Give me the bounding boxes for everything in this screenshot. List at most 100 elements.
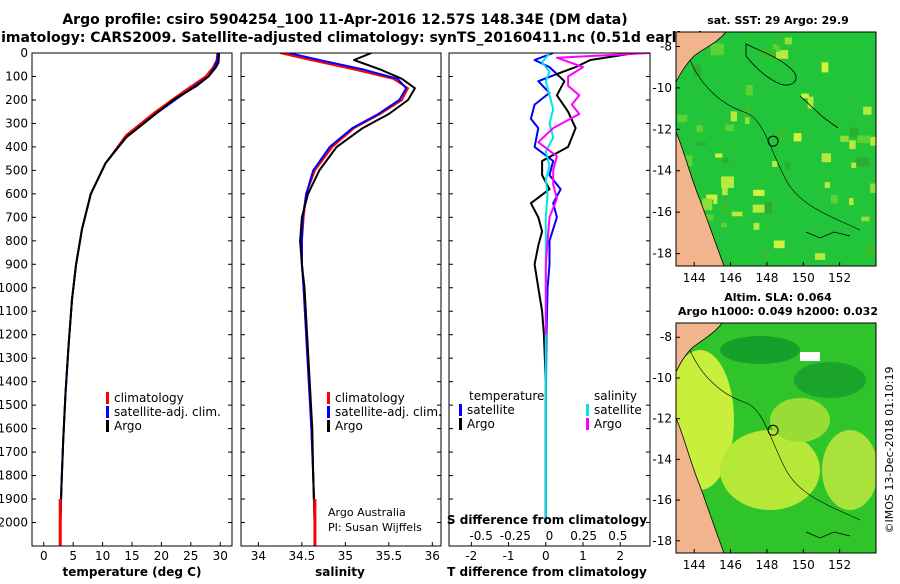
- x-tick-label: 20: [154, 549, 169, 563]
- x-tick-label: 1: [579, 549, 587, 563]
- depth-tick-label: 1200: [0, 328, 28, 342]
- sst-cell: [745, 105, 751, 118]
- temperature-ticks: 0 5 10 15 20 25 30: [32, 52, 232, 563]
- legend-title-salinity: salinity: [594, 389, 637, 403]
- sst-cell: [821, 62, 829, 73]
- sst-map-reef-outline: [799, 95, 839, 129]
- map-x-tick-label: 152: [828, 271, 851, 285]
- sla-map-title-1: Altim. SLA: 0.064: [724, 291, 832, 304]
- x-tick-label: 0: [542, 549, 550, 563]
- sla-map-land-north: [676, 323, 723, 373]
- sla-blob-3: [770, 398, 830, 442]
- depth-tick-label: 1100: [0, 304, 28, 318]
- legend-swatch: [459, 404, 462, 416]
- s-tick-label: -0.25: [500, 529, 531, 543]
- series-line-climatology: [279, 53, 409, 535]
- legend-swatch: [106, 420, 109, 432]
- sst-cell: [763, 251, 769, 260]
- sst-cell: [863, 106, 872, 115]
- s-tick-label: 0.5: [608, 529, 627, 543]
- sst-cell: [721, 223, 727, 228]
- legend-label: Argo: [114, 419, 142, 433]
- sst-cell: [715, 153, 723, 158]
- depth-tick-label: 1400: [0, 375, 28, 389]
- map-x-tick-label: 150: [792, 271, 815, 285]
- series-line-t-satellite: [529, 53, 562, 523]
- map-x-tick-label: 152: [828, 558, 851, 572]
- sst-cell: [762, 49, 776, 58]
- depth-tick-label: 1700: [0, 445, 28, 459]
- sst-cell: [870, 183, 876, 193]
- depth-tick-label: 1500: [0, 398, 28, 412]
- sst-cell: [849, 198, 854, 205]
- legend-swatch: [327, 406, 330, 418]
- sla-blob-5: [720, 336, 800, 364]
- sla-blob-1: [676, 350, 734, 490]
- sst-argo-marker: [767, 135, 779, 147]
- sst-cell: [730, 111, 737, 122]
- s-tick-label: 0.25: [570, 529, 597, 543]
- depth-tick-label: 0: [20, 46, 28, 60]
- sst-map-islands-south: [805, 231, 851, 239]
- legend-label: Argo: [594, 417, 622, 431]
- map-y-tick-label: -10: [652, 81, 672, 95]
- depth-tick-label: 100: [5, 69, 28, 83]
- x-tick-label: 25: [183, 549, 198, 563]
- sst-cell: [725, 124, 735, 132]
- sst-cell: [801, 93, 809, 99]
- x-tick-label: -1: [503, 549, 515, 563]
- sla-map-frame: [675, 322, 877, 554]
- x-tick-label: 15: [124, 549, 139, 563]
- legend-swatch: [106, 406, 109, 418]
- map-y-tick-label: -18: [652, 534, 672, 548]
- s-difference-label: S difference from climatology: [447, 513, 647, 527]
- x-tick-label: 5: [69, 549, 77, 563]
- sst-cell: [849, 127, 859, 138]
- legend-label: climatology: [114, 391, 184, 405]
- sst-cell: [700, 214, 714, 221]
- sst-cell: [865, 245, 876, 256]
- sst-cell: [775, 50, 789, 59]
- s-tick-label: 0: [546, 529, 554, 543]
- sst-cell: [779, 129, 785, 141]
- legend-swatch: [106, 392, 109, 404]
- legend-label: satellite: [467, 403, 515, 417]
- map-y-tick-label: -16: [652, 493, 672, 507]
- depth-tick-label: 800: [5, 234, 28, 248]
- map-x-tick-label: 146: [719, 558, 742, 572]
- difference-ticks: -2 -1 0 1 2 -0.5 -0.25 0 0.25 0.5: [449, 52, 650, 563]
- sst-cell: [861, 216, 870, 222]
- sst-cell: [772, 44, 780, 52]
- sst-map-ticks: 144 146 148 150 152 -8 -10 -12 -14 -16 -18: [652, 39, 851, 285]
- legend-label: climatology: [335, 391, 405, 405]
- t-difference-label: T difference from climatology: [447, 565, 647, 579]
- temperature-xlabel: temperature (deg C): [63, 565, 202, 579]
- map-y-tick-label: -16: [652, 205, 672, 219]
- salinity-xlabel: salinity: [315, 565, 365, 579]
- sst-cell: [807, 96, 814, 109]
- difference-legend: temperature salinitysatelliteArgosatellit…: [459, 389, 642, 431]
- series-line-argo: [59, 53, 221, 523]
- sst-cell: [721, 202, 729, 214]
- sst-cell: [721, 157, 729, 163]
- sst-cell: [830, 194, 838, 204]
- sst-map-title: sat. SST: 29 Argo: 29.9: [707, 14, 849, 27]
- sst-cell: [693, 64, 701, 76]
- s-tick-label: -0.5: [469, 529, 492, 543]
- map-y-tick-label: -14: [652, 164, 672, 178]
- sst-cell: [731, 211, 743, 217]
- map-y-tick-label: -12: [652, 412, 672, 426]
- title-line-2: Climatology: CARS2009. Satellite-adjuste…: [0, 30, 704, 46]
- depth-tick-label: 300: [5, 116, 28, 130]
- sla-map-panel: Altim. SLA: 0.064 Argo h1000: 0.049 h200…: [652, 291, 878, 572]
- legend-swatch: [327, 420, 330, 432]
- depth-tick-label: 1300: [0, 351, 28, 365]
- sst-cell: [764, 201, 772, 214]
- sst-cell: [677, 114, 688, 123]
- depth-tick-label: 1600: [0, 422, 28, 436]
- legend-swatch: [459, 418, 462, 430]
- sst-map-frame: [675, 31, 877, 267]
- legend-label: Argo: [467, 417, 495, 431]
